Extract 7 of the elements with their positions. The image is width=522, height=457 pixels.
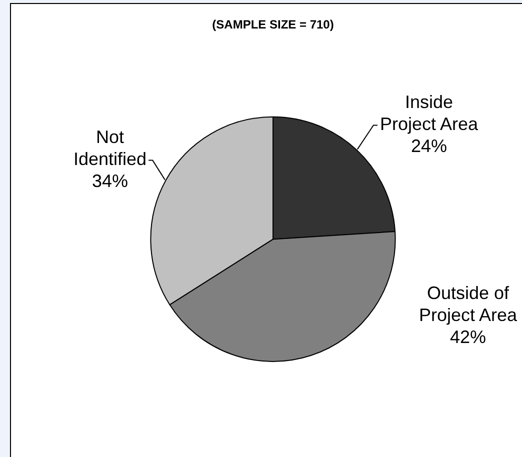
slice-label: Not Identified [73,127,147,170]
data-label: 42% [450,327,486,348]
data-label: 24% [410,136,448,156]
chart-title: (SAMPLE SIZE = 710) [212,18,334,32]
slice-label: Inside Project Area [380,92,480,134]
slice-label: Outside of Project Area [418,283,518,326]
data-label: 34% [92,171,128,192]
